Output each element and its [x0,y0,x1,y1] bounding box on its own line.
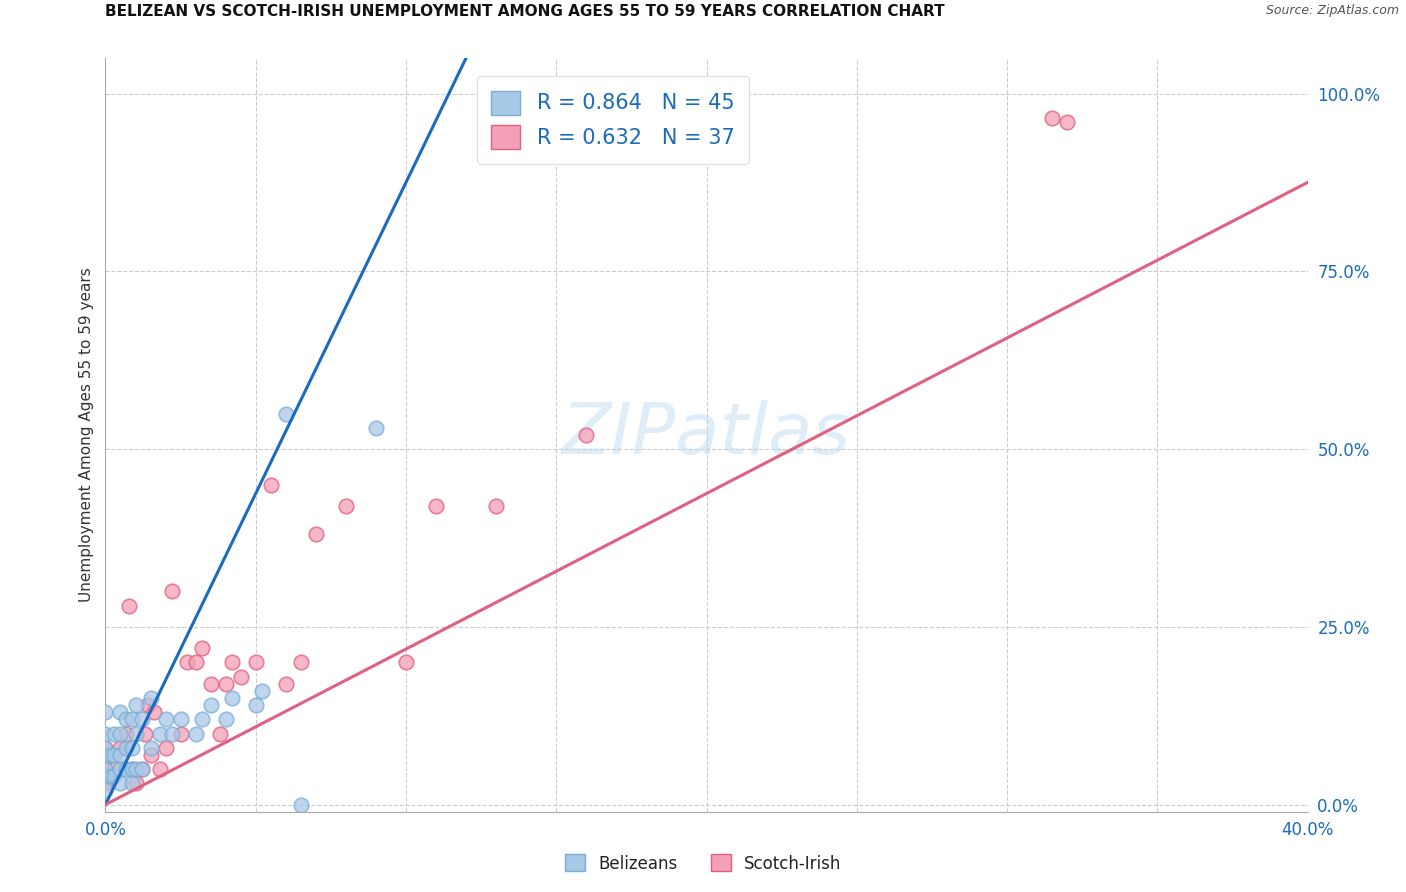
Text: BELIZEAN VS SCOTCH-IRISH UNEMPLOYMENT AMONG AGES 55 TO 59 YEARS CORRELATION CHAR: BELIZEAN VS SCOTCH-IRISH UNEMPLOYMENT AM… [105,4,945,20]
Point [148,726,170,740]
Point [575,428,598,442]
Point [131,712,153,726]
Point [121,712,143,726]
Point [136,698,159,712]
Point [124,698,146,712]
Point [221,690,243,705]
Point [115,712,138,726]
Point [176,656,198,670]
Point [131,762,153,776]
Point [200,677,222,691]
Point [124,776,146,790]
Point [110,776,132,790]
Point [94,776,117,790]
Point [290,797,312,812]
Point [190,712,212,726]
Point [184,656,207,670]
Point [103,726,125,740]
Point [184,726,207,740]
Point [290,656,312,670]
Point [110,747,132,762]
Point [94,705,117,719]
Point [110,726,132,740]
Point [160,726,183,740]
Point [208,726,231,740]
Point [395,656,418,670]
Point [221,656,243,670]
Point [142,705,165,719]
Point [305,527,328,541]
Point [155,740,177,755]
Point [148,762,170,776]
Point [364,421,387,435]
Point [139,740,162,755]
Point [134,726,156,740]
Point [121,740,143,755]
Point [124,726,146,740]
Point [260,477,283,491]
Point [169,712,191,726]
Point [121,762,143,776]
Point [139,690,162,705]
Point [131,762,153,776]
Point [160,584,183,599]
Text: Source: ZipAtlas.com: Source: ZipAtlas.com [1265,4,1399,18]
Point [200,698,222,712]
Point [110,762,132,776]
Point [190,641,212,656]
Point [110,705,132,719]
Point [121,776,143,790]
Y-axis label: Unemployment Among Ages 55 to 59 years: Unemployment Among Ages 55 to 59 years [79,268,94,602]
Point [229,670,252,684]
Point [94,762,117,776]
Point [118,599,141,613]
Point [1056,115,1078,129]
Point [94,747,117,762]
Legend: Belizeans, Scotch-Irish: Belizeans, Scotch-Irish [558,847,848,880]
Point [274,677,297,691]
Point [214,677,236,691]
Point [124,762,146,776]
Point [121,762,143,776]
Point [100,769,122,783]
Point [103,747,125,762]
Point [139,747,162,762]
Point [94,783,117,797]
Point [1040,112,1063,126]
Point [94,740,117,755]
Point [274,407,297,421]
Point [115,762,138,776]
Text: ZIPatlas: ZIPatlas [562,401,851,469]
Point [155,712,177,726]
Point [214,712,236,726]
Point [94,762,117,776]
Point [94,740,117,755]
Point [103,762,125,776]
Point [103,769,125,783]
Point [94,726,117,740]
Point [94,769,117,783]
Point [245,656,267,670]
Legend: R = 0.864   N = 45, R = 0.632   N = 37: R = 0.864 N = 45, R = 0.632 N = 37 [477,76,749,163]
Point [169,726,191,740]
Point [245,698,267,712]
Point [485,499,508,513]
Point [115,726,138,740]
Point [250,683,273,698]
Point [100,747,122,762]
Point [425,499,447,513]
Point [115,740,138,755]
Point [335,499,357,513]
Point [110,740,132,755]
